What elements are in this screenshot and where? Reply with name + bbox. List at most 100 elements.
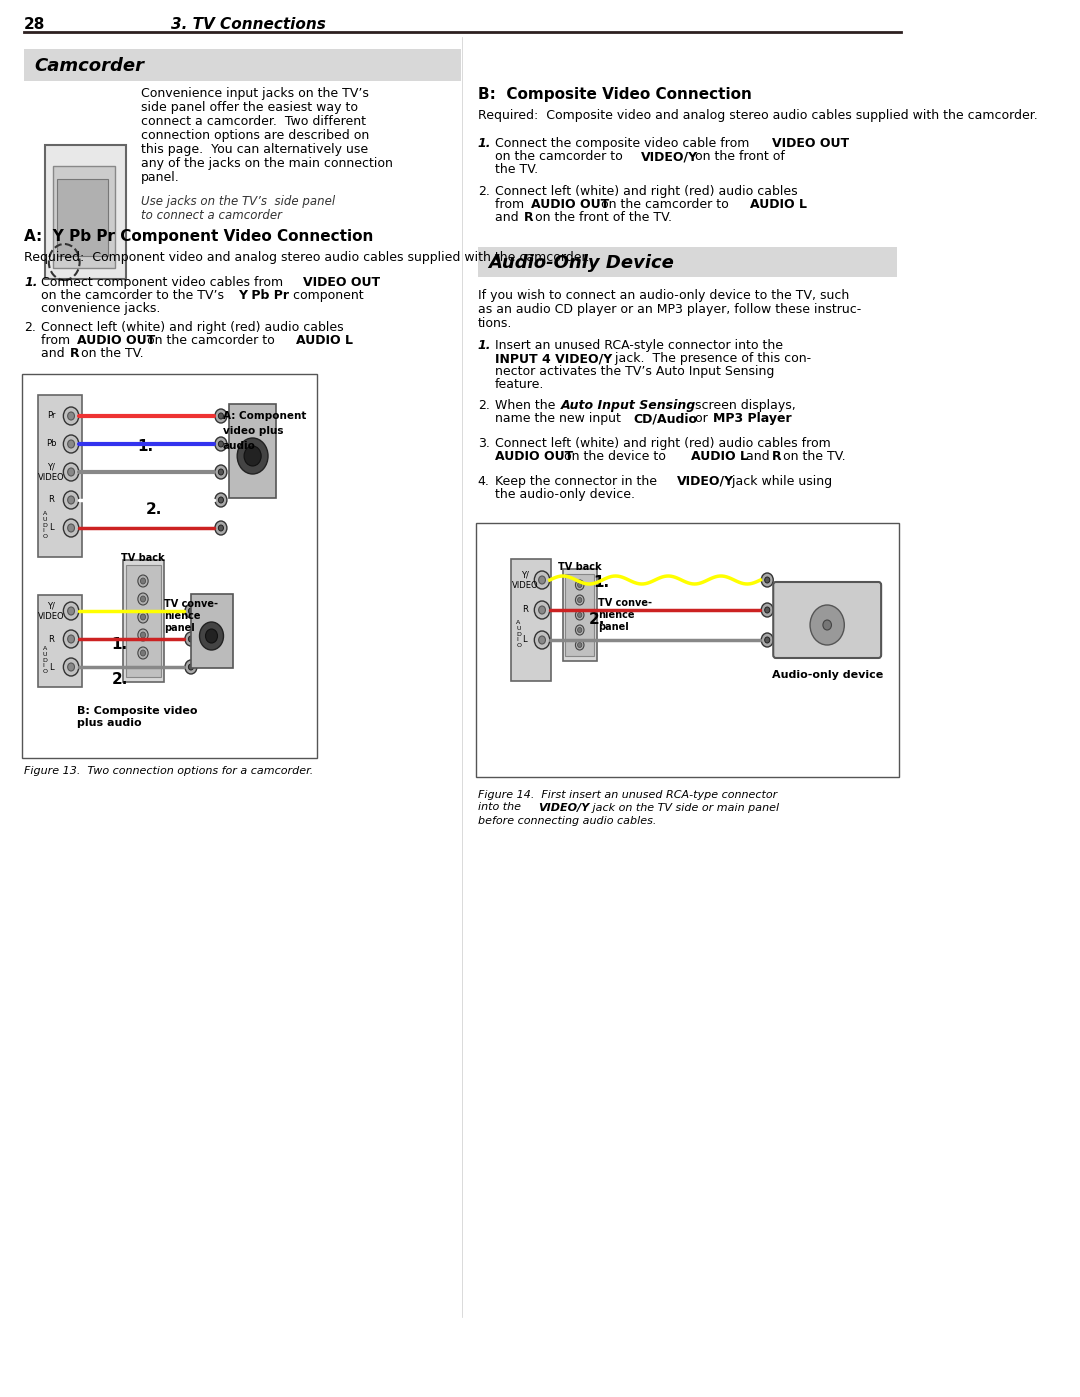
Text: component: component: [288, 289, 363, 302]
Circle shape: [761, 633, 773, 647]
Text: Y Pb Pr: Y Pb Pr: [238, 289, 288, 302]
Text: VIDEO/Y: VIDEO/Y: [677, 475, 734, 488]
Circle shape: [64, 490, 79, 509]
Text: jack while using: jack while using: [728, 475, 832, 488]
Text: B: Composite video
plus audio: B: Composite video plus audio: [77, 705, 198, 728]
Circle shape: [188, 636, 193, 643]
Text: 2.: 2.: [477, 400, 489, 412]
Text: Insert an unused RCA-style connector into the: Insert an unused RCA-style connector int…: [495, 339, 783, 352]
Text: from: from: [41, 334, 75, 346]
Text: on the camcorder to: on the camcorder to: [143, 334, 279, 346]
Text: A
U
D
I
O: A U D I O: [43, 511, 48, 539]
Circle shape: [823, 620, 832, 630]
FancyBboxPatch shape: [565, 574, 594, 657]
FancyBboxPatch shape: [563, 569, 597, 661]
Text: 2.: 2.: [146, 502, 162, 517]
Text: VIDEO/Y: VIDEO/Y: [640, 149, 698, 163]
FancyBboxPatch shape: [23, 374, 316, 759]
Text: A: Component: A: Component: [222, 411, 306, 420]
Text: as an audio CD player or an MP3 player, follow these instruc-: as an audio CD player or an MP3 player, …: [477, 303, 861, 316]
Circle shape: [68, 524, 75, 532]
Circle shape: [218, 441, 224, 447]
Text: audio: audio: [222, 441, 256, 451]
Text: 2.: 2.: [477, 184, 489, 198]
Circle shape: [244, 446, 261, 467]
Circle shape: [576, 640, 584, 650]
Circle shape: [578, 627, 582, 633]
Text: L: L: [49, 662, 54, 672]
Circle shape: [140, 615, 146, 620]
Text: before connecting audio cables.: before connecting audio cables.: [477, 816, 657, 826]
Text: Connect left (white) and right (red) audio cables: Connect left (white) and right (red) aud…: [41, 321, 343, 334]
Circle shape: [218, 497, 224, 503]
Text: 4.: 4.: [477, 475, 489, 488]
Circle shape: [215, 521, 227, 535]
Circle shape: [68, 412, 75, 420]
Circle shape: [64, 630, 79, 648]
Text: When the: When the: [495, 400, 559, 412]
Text: R: R: [70, 346, 80, 360]
Text: connect a camcorder.  Two different: connect a camcorder. Two different: [141, 115, 366, 129]
Text: Figure 14.  First insert an unused RCA-type connector
into the: Figure 14. First insert an unused RCA-ty…: [477, 789, 778, 812]
Circle shape: [761, 604, 773, 617]
Text: TV back: TV back: [558, 562, 602, 571]
Circle shape: [138, 629, 148, 641]
Circle shape: [215, 493, 227, 507]
Text: Auto Input Sensing: Auto Input Sensing: [561, 400, 696, 412]
Text: AUDIO L: AUDIO L: [750, 198, 807, 211]
Circle shape: [185, 631, 197, 645]
Text: this page.  You can alternatively use: this page. You can alternatively use: [141, 142, 368, 156]
Circle shape: [205, 629, 217, 643]
Text: Y/
VIDEO: Y/ VIDEO: [38, 462, 65, 482]
Circle shape: [140, 578, 146, 584]
Text: and: and: [495, 211, 523, 224]
Text: R: R: [771, 450, 781, 462]
Text: 2.: 2.: [589, 612, 606, 627]
Text: on the TV.: on the TV.: [78, 346, 144, 360]
Text: 1.: 1.: [593, 576, 609, 590]
FancyBboxPatch shape: [45, 145, 126, 279]
Circle shape: [64, 434, 79, 453]
Circle shape: [188, 664, 193, 671]
Text: convenience jacks.: convenience jacks.: [41, 302, 161, 314]
Text: 3.: 3.: [477, 437, 489, 450]
FancyBboxPatch shape: [56, 179, 108, 256]
Text: jack.  The presence of this con-: jack. The presence of this con-: [611, 352, 811, 365]
Text: 1.: 1.: [477, 137, 491, 149]
Text: to connect a camcorder: to connect a camcorder: [141, 210, 282, 222]
Circle shape: [215, 409, 227, 423]
Text: Required:  Component video and analog stereo audio cables supplied with the camc: Required: Component video and analog ste…: [24, 251, 590, 264]
Circle shape: [68, 496, 75, 504]
Text: Figure 13.  Two connection options for a camcorder.: Figure 13. Two connection options for a …: [24, 766, 313, 775]
Text: any of the jacks on the main connection: any of the jacks on the main connection: [141, 156, 393, 170]
Text: on the device to: on the device to: [561, 450, 671, 462]
Circle shape: [138, 576, 148, 587]
Text: on the front of: on the front of: [691, 149, 785, 163]
Text: side panel offer the easiest way to: side panel offer the easiest way to: [141, 101, 359, 115]
Text: 3. TV Connections: 3. TV Connections: [172, 17, 326, 32]
FancyBboxPatch shape: [24, 49, 461, 81]
Text: 1.: 1.: [477, 339, 491, 352]
Text: and: and: [742, 450, 774, 462]
Text: panel.: panel.: [141, 170, 180, 184]
Circle shape: [765, 577, 770, 583]
Text: AUDIO OUT: AUDIO OUT: [495, 450, 573, 462]
Circle shape: [185, 659, 197, 673]
Text: B:  Composite Video Connection: B: Composite Video Connection: [477, 87, 752, 102]
Text: CD/Audio: CD/Audio: [633, 412, 698, 425]
Text: on the camcorder to the TV’s: on the camcorder to the TV’s: [41, 289, 228, 302]
Circle shape: [188, 608, 193, 615]
FancyBboxPatch shape: [53, 166, 114, 268]
Circle shape: [140, 650, 146, 657]
Text: on the front of the TV.: on the front of the TV.: [531, 211, 673, 224]
Circle shape: [578, 598, 582, 602]
Text: VIDEO OUT: VIDEO OUT: [771, 137, 849, 149]
Text: tions.: tions.: [477, 317, 512, 330]
Text: A:  Y Pb Pr Component Video Connection: A: Y Pb Pr Component Video Connection: [24, 229, 374, 244]
Text: Camcorder: Camcorder: [35, 57, 145, 75]
Text: Required:  Composite video and analog stereo audio cables supplied with the camc: Required: Composite video and analog ste…: [477, 109, 1038, 122]
Text: Audio-only device: Audio-only device: [771, 671, 882, 680]
FancyBboxPatch shape: [773, 583, 881, 658]
Text: connection options are described on: connection options are described on: [141, 129, 369, 142]
FancyBboxPatch shape: [476, 522, 900, 777]
